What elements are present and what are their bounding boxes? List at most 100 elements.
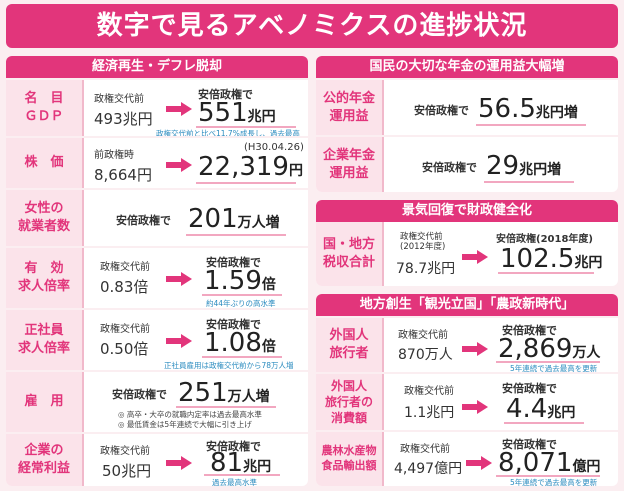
- pre-value: 0.83倍: [100, 278, 149, 296]
- value: 4.4兆円: [506, 396, 575, 422]
- pre-label: 政権交代前: [398, 330, 448, 341]
- economy-panel-header: 経済再生・デフレ脱却: [6, 56, 308, 78]
- pre-label: 政権交代前: [94, 94, 144, 105]
- economy-panel: 経済再生・デフレ脱却 名 目 ＧＤＰ 政権交代前 493兆円 安倍政権で 551…: [6, 56, 308, 486]
- arrow-icon: [462, 400, 488, 414]
- value-underline: [484, 181, 574, 183]
- value-underline: [496, 475, 600, 477]
- value: 81兆円: [210, 450, 271, 476]
- pre-label: 政権交代前: [100, 262, 150, 273]
- note: 約44年ぶりの高水準: [206, 299, 276, 308]
- value-number: 4.4: [506, 394, 548, 424]
- pre-label: 前政権時: [94, 150, 134, 161]
- pre-value: 1.1兆円: [404, 405, 455, 421]
- post-label: 安倍政権で: [198, 88, 253, 101]
- value: 102.5兆円: [500, 246, 602, 272]
- row-stock: 株 価 前政権時 8,664円 (H30.04.26) 22,319円: [6, 136, 308, 188]
- row-corporate-profit: 企業の 経常利益 政権交代前 50兆円 安倍政権で 81兆円 過去最高水準: [6, 432, 308, 486]
- post-label: 安倍政権で: [116, 214, 171, 227]
- pre-label: 政権交代前: [404, 386, 454, 397]
- value-underline: [204, 474, 280, 476]
- row-label: 農林水産物 食品輸出額: [316, 432, 384, 486]
- value-unit: 円: [288, 163, 303, 179]
- row-fulltime-ratio: 正社員 求人倍率 政権交代前 0.50倍 安倍政権で 1.08倍 正社員雇用は政…: [6, 308, 308, 370]
- pre-value: 0.50倍: [100, 340, 149, 358]
- value-number: 551: [198, 98, 248, 128]
- value-number: 8,071: [498, 448, 573, 478]
- arrow-icon: [462, 342, 488, 356]
- note: 過去最高水準: [212, 478, 257, 486]
- value-number: 251: [178, 378, 228, 408]
- arrow-icon: [166, 456, 192, 470]
- value-underline: [504, 422, 584, 424]
- value-unit: 億円: [572, 459, 601, 475]
- post-label: (H30.04.26): [244, 142, 304, 153]
- note: 5年連続で過去最高を更新: [510, 478, 598, 486]
- row-label: 女性の 就業者数: [6, 190, 84, 246]
- value-unit: 万人増: [227, 389, 270, 405]
- row-visitor-spending: 外国人 旅行者の 消費額 政権交代前 1.1兆円 安倍政権で 4.4兆円: [316, 372, 618, 430]
- pension-panel: 国民の大切な年金の運用益大幅増 公的年金 運用益 安倍政権で 56.5兆円増 企…: [316, 56, 618, 192]
- pre-value: 78.7兆円: [396, 261, 456, 277]
- pre-label: 政権交代前: [400, 444, 450, 455]
- post-label: 安倍政権で: [206, 256, 261, 269]
- value: 251万人増: [178, 380, 270, 406]
- pre-value: 493兆円: [94, 110, 153, 128]
- value-underline: [196, 182, 296, 184]
- value-underline: [498, 272, 594, 274]
- row-label: 名 目 ＧＤＰ: [6, 80, 84, 136]
- arrow-icon: [166, 334, 192, 348]
- page-title: 数字で見るアベノミクスの進捗状況: [6, 4, 618, 48]
- row-foreign-visitors: 外国人 旅行者 政権交代前 870万人 安倍政権で 2,869万人 5年連続で過…: [316, 316, 618, 373]
- row-label: 外国人 旅行者: [316, 318, 384, 372]
- value-unit: 倍: [261, 339, 276, 355]
- post-label: 安倍政権で: [206, 318, 261, 331]
- value-unit: 兆円増: [535, 105, 578, 121]
- row-label: 正社員 求人倍率: [6, 310, 84, 370]
- note: 政権交代前と比べ11.7%成長し、過去最高: [156, 129, 300, 138]
- value: 1.59倍: [204, 268, 276, 294]
- value-underline: [476, 124, 586, 126]
- pre-label: 政権交代前 (2012年度): [400, 232, 446, 253]
- note: 正社員雇用は政権交代前から78万人増: [164, 361, 294, 370]
- value-number: 201: [188, 204, 238, 234]
- pre-value: 8,664円: [94, 166, 152, 184]
- value-underline: [196, 126, 296, 128]
- pre-value: 870万人: [398, 347, 453, 363]
- row-label: 外国人 旅行者の 消費額: [316, 374, 384, 430]
- value-unit: 兆円: [243, 459, 272, 475]
- arrow-icon: [166, 102, 192, 116]
- pre-value: 50兆円: [102, 462, 152, 480]
- bullet-notes: ◎ 高卒・大卒の就職内定率は過去最高水準 ◎ 最低賃金は5年連続で大幅に引き上げ: [118, 410, 262, 430]
- value-number: 1.08: [204, 328, 262, 358]
- row-food-exports: 農林水産物 食品輸出額 政権交代前 4,497億円 安倍政権で 8,071億円 …: [316, 430, 618, 486]
- post-label: 安倍政権(2018年度): [496, 234, 593, 245]
- row-label: 有 効 求人倍率: [6, 248, 84, 308]
- arrow-icon: [462, 250, 488, 264]
- value-underline: [176, 406, 276, 408]
- post-label: 安倍政権で: [502, 438, 557, 451]
- post-label: 安倍政権で: [206, 440, 261, 453]
- arrow-icon: [466, 456, 492, 470]
- value-number: 1.59: [204, 266, 262, 296]
- value-number: 81: [210, 448, 244, 478]
- value: 29兆円増: [486, 153, 561, 179]
- value-number: 102.5: [500, 244, 575, 274]
- pension-panel-header: 国民の大切な年金の運用益大幅増: [316, 56, 618, 78]
- row-label: 株 価: [6, 138, 84, 188]
- value-underline: [202, 356, 282, 358]
- post-label: 安倍政権で: [502, 324, 557, 337]
- value: 22,319円: [198, 154, 303, 180]
- row-corporate-pension: 企業年金 運用益 安倍政権で 29兆円増: [316, 135, 618, 192]
- value-unit: 倍: [261, 277, 276, 293]
- value-underline: [186, 234, 286, 236]
- post-label: 安倍政権で: [112, 388, 167, 401]
- row-public-pension: 公的年金 運用益 安倍政権で 56.5兆円増: [316, 78, 618, 135]
- value: 551兆円: [198, 100, 276, 126]
- row-gdp: 名 目 ＧＤＰ 政権交代前 493兆円 安倍政権で 551兆円 政権交代前と比べ…: [6, 78, 308, 138]
- value-unit: 万人増: [237, 215, 280, 231]
- row-job-ratio: 有 効 求人倍率 政権交代前 0.83倍 安倍政権で 1.59倍 約44年ぶりの…: [6, 246, 308, 308]
- tax-panel: 景気回復で財政健全化 国・地方 税収合計 政権交代前 (2012年度) 78.7…: [316, 200, 618, 286]
- row-women: 女性の 就業者数 安倍政権で 201万人増: [6, 188, 308, 246]
